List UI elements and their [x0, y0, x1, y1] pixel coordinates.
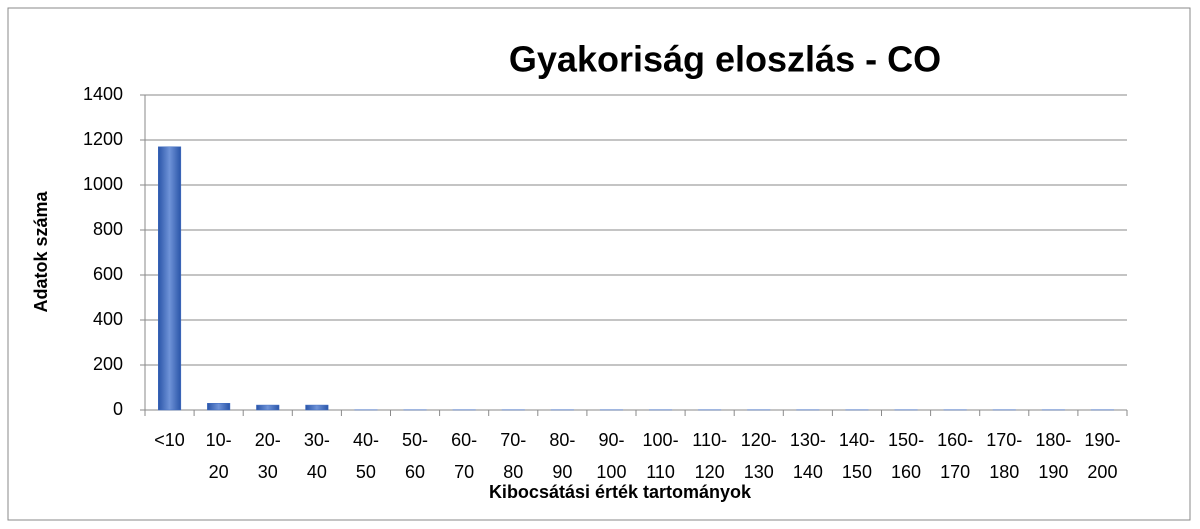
- bar: [256, 404, 280, 411]
- x-tick-label: 40-: [353, 430, 379, 450]
- x-tick-label: 170: [940, 462, 970, 482]
- x-tick-label: 100-: [643, 430, 679, 450]
- x-tick-label: 130: [744, 462, 774, 482]
- x-tick-label: 160: [891, 462, 921, 482]
- x-tick-label: 150: [842, 462, 872, 482]
- x-tick-label: 140-: [839, 430, 875, 450]
- x-tick-label: 60-: [451, 430, 477, 450]
- x-tick-label: 30-: [304, 430, 330, 450]
- x-tick-label: 20-: [255, 430, 281, 450]
- x-tick-label: 80: [503, 462, 523, 482]
- x-tick-label: 130-: [790, 430, 826, 450]
- y-tick-label: 1400: [83, 84, 123, 104]
- x-tick-label: 100: [596, 462, 626, 482]
- x-tick-label: 20: [209, 462, 229, 482]
- x-tick-label: 70: [454, 462, 474, 482]
- y-tick-label: 200: [93, 354, 123, 374]
- x-tick-label: 30: [258, 462, 278, 482]
- chart-border: [7, 7, 1191, 521]
- x-tick-label: 180-: [1035, 430, 1071, 450]
- x-tick-label: 120: [695, 462, 725, 482]
- x-tick-label: 190-: [1084, 430, 1120, 450]
- x-tick-label: 200: [1087, 462, 1117, 482]
- x-tick-label: 50: [356, 462, 376, 482]
- x-tick-label: 90: [552, 462, 572, 482]
- x-tick-label: 60: [405, 462, 425, 482]
- chart-title: Gyakoriság eloszlás - CO: [509, 39, 941, 80]
- x-tick-label: 160-: [937, 430, 973, 450]
- x-tick-label: 40: [307, 462, 327, 482]
- x-tick-label: 120-: [741, 430, 777, 450]
- y-tick-label: 1000: [83, 174, 123, 194]
- x-tick-label: 90-: [598, 430, 624, 450]
- bar: [207, 403, 231, 411]
- bar: [158, 146, 182, 411]
- x-tick-label: 70-: [500, 430, 526, 450]
- x-tick-label: 170-: [986, 430, 1022, 450]
- x-tick-label: 10-: [206, 430, 232, 450]
- y-tick-label: 1200: [83, 129, 123, 149]
- x-tick-label: 110-: [692, 430, 727, 450]
- x-tick-label: 110: [646, 462, 675, 482]
- x-tick-label: 150-: [888, 430, 924, 450]
- x-tick-label: 180: [989, 462, 1019, 482]
- x-axis-label: Kibocsátási érték tartományok: [489, 482, 752, 502]
- x-tick-label: 50-: [402, 430, 428, 450]
- x-tick-label: 190: [1038, 462, 1068, 482]
- y-tick-label: 600: [93, 264, 123, 284]
- bar: [305, 404, 329, 411]
- y-tick-label: 400: [93, 309, 123, 329]
- y-axis-label: Adatok száma: [31, 190, 51, 312]
- y-tick-label: 800: [93, 219, 123, 239]
- x-tick-label: <10: [154, 430, 185, 450]
- x-tick-label: 140: [793, 462, 823, 482]
- y-tick-label: 0: [113, 399, 123, 419]
- x-tick-label: 80-: [549, 430, 575, 450]
